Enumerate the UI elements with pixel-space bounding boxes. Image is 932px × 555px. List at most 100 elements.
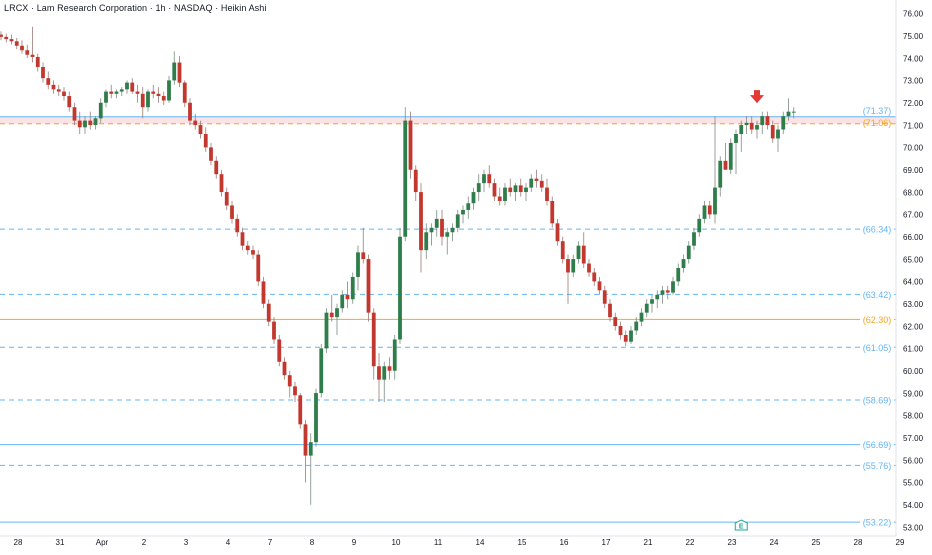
candle-body	[230, 205, 234, 219]
candle-body	[434, 218, 439, 228]
candle-body	[755, 125, 759, 130]
candle-body	[303, 424, 308, 456]
time-tick-label: 9	[352, 538, 357, 547]
candle-body	[209, 147, 213, 161]
price-tick-label: 59.00	[903, 389, 924, 398]
candle-body	[534, 178, 539, 181]
time-tick-label: Apr	[96, 538, 109, 547]
candle-body	[739, 125, 744, 134]
candle-body	[497, 196, 502, 201]
time-tick-label: 25	[812, 538, 821, 547]
level-label-bg	[860, 460, 894, 471]
candle-body	[539, 180, 544, 188]
candle-body	[655, 294, 660, 300]
candle-body	[618, 326, 623, 335]
time-tick-label: 16	[560, 538, 569, 547]
candle-body	[188, 102, 192, 121]
candle-body	[356, 252, 360, 277]
candle-body	[125, 82, 129, 90]
candle-body	[130, 82, 135, 92]
candle-body	[392, 339, 397, 371]
candle-body	[429, 227, 434, 233]
candle-body	[440, 218, 444, 237]
candle-body	[482, 174, 486, 184]
candle-body	[214, 160, 219, 175]
time-tick-label: 7	[268, 538, 273, 547]
earnings-label: E	[739, 524, 744, 531]
candle-body	[592, 272, 597, 282]
down-arrow-icon	[750, 90, 764, 104]
candle-body	[608, 303, 612, 318]
time-tick-label: 24	[770, 538, 779, 547]
candle-body	[4, 36, 9, 40]
candle-body	[266, 303, 271, 322]
candle-body	[770, 125, 775, 139]
candle-body	[361, 252, 366, 260]
time-tick-label: 17	[602, 538, 611, 547]
earnings-icon	[734, 519, 748, 531]
candle-body	[723, 160, 728, 170]
candle-body	[277, 339, 282, 362]
level-label-bg	[860, 224, 894, 235]
candle-body	[377, 366, 381, 380]
candle-body	[371, 312, 376, 367]
price-tick-label: 68.00	[903, 188, 924, 197]
candle-body	[581, 245, 586, 264]
candle-body	[245, 245, 250, 251]
candle-body	[387, 366, 392, 371]
candle-body	[550, 201, 555, 224]
candle-body	[697, 218, 702, 233]
candle-body	[776, 129, 780, 139]
time-tick-label: 31	[56, 538, 65, 547]
candle-body	[791, 111, 796, 113]
candle-body	[702, 205, 707, 219]
candle-body	[193, 120, 198, 126]
candle-body	[445, 232, 450, 237]
candle-body	[524, 187, 528, 193]
candle-body	[114, 91, 119, 94]
candle-body	[518, 185, 523, 193]
candle-body	[781, 116, 786, 130]
time-tick-label: 22	[686, 538, 695, 547]
candle-body	[172, 62, 177, 81]
candle-body	[503, 187, 507, 201]
price-tick-label: 60.00	[903, 367, 924, 376]
candle-body	[571, 259, 576, 273]
candle-body	[513, 185, 518, 193]
price-tick-label: 64.00	[903, 278, 924, 287]
candle-body	[398, 236, 402, 340]
candle-body	[728, 142, 733, 170]
candle-body	[476, 183, 481, 193]
candle-body	[104, 91, 108, 103]
time-tick-label: 4	[226, 538, 231, 547]
price-tick-label: 54.00	[903, 501, 924, 510]
candle-body	[660, 290, 665, 295]
level-label: (66.34)	[863, 225, 892, 235]
candle-body	[408, 120, 413, 170]
time-tick-label: 28	[854, 538, 863, 547]
candle-body	[161, 96, 166, 101]
resistance-zone-layer	[0, 116, 896, 124]
candle-body	[62, 91, 66, 97]
candle-body	[146, 91, 150, 108]
price-tick-label: 70.00	[903, 144, 924, 153]
time-tick-label: 3	[184, 538, 189, 547]
resistance-zone	[0, 116, 896, 124]
candle-body	[46, 78, 51, 85]
candle-body	[256, 254, 261, 282]
candle-body	[109, 91, 114, 94]
candle-body	[644, 303, 649, 313]
candle-body	[455, 214, 460, 228]
candle-body	[760, 116, 765, 126]
level-label-bg	[860, 395, 894, 406]
price-tick-label: 74.00	[903, 54, 924, 63]
candle-body	[382, 366, 387, 380]
time-tick-label: 2	[142, 538, 147, 547]
candle-body	[707, 205, 712, 215]
candle-body	[665, 290, 670, 293]
candle-body	[319, 348, 324, 394]
time-tick-label: 11	[434, 538, 443, 547]
candle-body	[72, 107, 77, 121]
